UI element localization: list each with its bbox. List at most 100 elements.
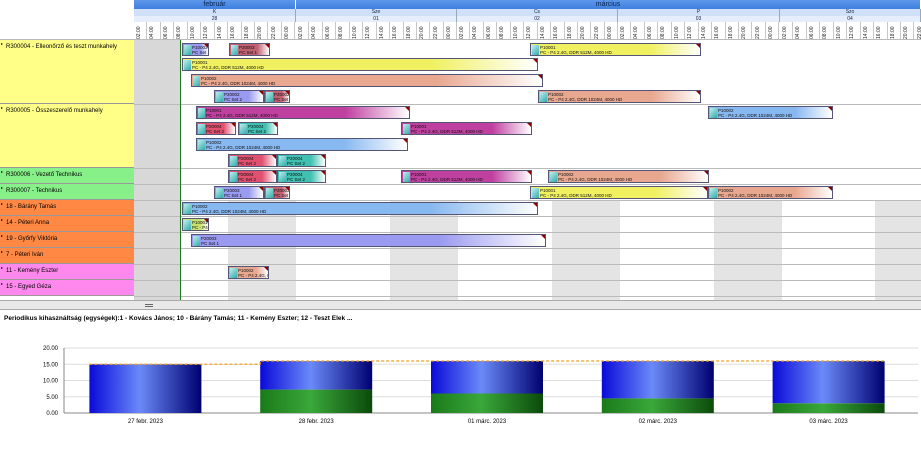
hour-tick: 10:00 [834,22,847,40]
hour-tick: 16:00 [874,22,887,40]
day-header: P [618,9,780,16]
row-separator [134,104,921,105]
task-icon [266,188,273,198]
usage-bar [431,394,543,414]
resource-row-header[interactable]: ▸R300006 - Vezető Technikus [0,168,134,184]
flag-icon [538,75,542,79]
expand-icon[interactable]: ▸ [1,280,3,288]
hour-tick: 04:00 [631,22,644,40]
expand-icon[interactable]: ▸ [1,40,3,48]
hour-tick: 06:00 [645,22,658,40]
hour-tick: 08:00 [658,22,671,40]
hour-tick: 10:00 [188,22,201,40]
hour-tick: 06:00 [161,22,174,40]
task-icon [710,188,717,198]
expand-icon[interactable]: ▸ [1,216,3,224]
usage-bar [431,361,543,394]
flag-icon [264,267,268,271]
expand-icon[interactable]: ▸ [1,200,3,208]
flag-icon [533,203,537,207]
resource-row-header[interactable]: ▸18 - Bárány Tamás [0,200,134,216]
task-desc: PC Set 2 [274,97,290,102]
expand-icon[interactable]: ▸ [1,232,3,240]
hour-tick: 08:00 [336,22,349,40]
y-tick-label: 10.00 [43,379,59,385]
expand-icon[interactable]: ▸ [1,264,3,272]
gantt-chart[interactable]: február március K Sze Cs P Szo 28 01 02 … [0,0,921,300]
hour-tick: 00:00 [605,22,618,40]
usage-bar [773,403,885,413]
usage-bar [260,390,372,413]
splitter-grip-icon[interactable] [145,304,153,307]
resource-row-header[interactable]: ▸R300005 - Összeszerelő munkahely [0,104,134,168]
panel-splitter[interactable] [0,300,921,310]
day-header: Szo [780,9,921,16]
resource-row-header[interactable]: ▸19 - Győrfy Viktória [0,232,134,248]
flag-icon [204,44,208,48]
hour-tick: 14:00 [538,22,551,40]
expand-icon[interactable]: ▸ [1,248,3,256]
hour-tick: 20:00 [739,22,752,40]
hour-tick: 18:00 [404,22,417,40]
usage-bar [602,361,714,398]
flag-icon [285,91,289,95]
hour-tick: 14:00 [377,22,390,40]
flag-icon [265,44,269,48]
usage-bar [773,361,885,403]
resource-row-header[interactable]: ▸R300004 - Elleonőrző és teszt munkahely [0,40,134,104]
task-desc: PC - P4 2.4G, DDR 1024M, 4000 HD [238,273,269,278]
expand-icon[interactable]: ▸ [1,184,3,192]
expand-icon[interactable]: ▸ [1,168,3,176]
task-desc: PC Set 1 [274,193,290,198]
task-desc: PC Set 2 [287,161,305,166]
x-tick-label: 02 márc. 2023 [639,419,678,425]
resource-row-header[interactable]: ▸15 - Egyed Géza [0,280,134,296]
flag-icon [828,107,832,111]
resource-name: R300004 - Elleonőrző és teszt munkahely [6,43,117,51]
resource-row-header[interactable]: ▸11 - Kemény Eszter [0,264,134,280]
usage-bar [260,361,372,390]
task-desc: PC - P4 2.4G, DDR 1024M, 4000 HD [206,145,280,150]
resource-row-header[interactable]: ▸14 - Péteri Anna [0,216,134,232]
resource-row-header[interactable]: ▸7 - Péteri Iván [0,248,134,264]
hour-tick: 12:00 [847,22,860,40]
expand-icon[interactable]: ▸ [1,104,3,112]
task-icon [193,76,200,86]
task-desc: PC - P4 2.4G, DDR 512M, 4000 HD [192,65,264,70]
task-desc: PC - P4 2.4G, DDR 1024M, 4000 HD [718,113,792,118]
hour-tick: 22:00 [269,22,282,40]
resource-row-header[interactable]: ▸R300007 - Technikus [0,184,134,200]
hour-tick: 08:00 [497,22,510,40]
task-icon [198,124,205,134]
task-icon [279,156,286,166]
